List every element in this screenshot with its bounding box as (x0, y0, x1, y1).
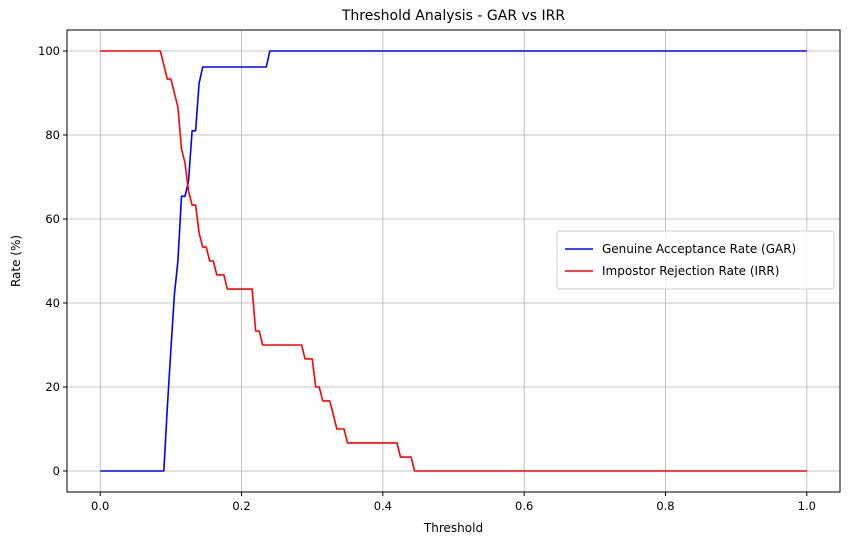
legend-box (556, 230, 835, 290)
x-tick-label: 0.6 (515, 499, 533, 513)
y-tick-label: 60 (45, 212, 60, 226)
legend-entry: Genuine Acceptance Rate (GAR) (602, 242, 796, 256)
y-tick-label: 100 (38, 44, 60, 58)
y-axis-label: Rate (%) (9, 235, 23, 287)
series-line-0 (100, 50, 807, 472)
x-tick-label: 0.2 (232, 499, 250, 513)
x-axis-label: Threshold (423, 521, 483, 535)
x-tick-label: 0.8 (656, 499, 674, 513)
plot-frame (66, 29, 841, 493)
x-tick-label: 1.0 (798, 499, 816, 513)
y-tick-label: 80 (45, 128, 60, 142)
y-tick-label: 40 (45, 296, 60, 310)
series-line-1 (100, 50, 807, 472)
x-axis-ticks: 0.0 0.2 0.4 0.6 0.8 1.0 (91, 492, 816, 513)
y-tick-label: 20 (45, 380, 60, 394)
x-tick-label: 0.0 (91, 499, 109, 513)
series-lines (100, 50, 807, 472)
chart-title: Threshold Analysis - GAR vs IRR (341, 8, 566, 24)
y-axis-ticks: 0 20 40 60 80 100 (38, 44, 67, 478)
y-tick-label: 0 (53, 464, 60, 478)
legend-entry: Impostor Rejection Rate (IRR) (602, 264, 779, 278)
x-tick-label: 0.4 (374, 499, 392, 513)
legend: Genuine Acceptance Rate (GAR) Impostor Re… (556, 230, 835, 290)
